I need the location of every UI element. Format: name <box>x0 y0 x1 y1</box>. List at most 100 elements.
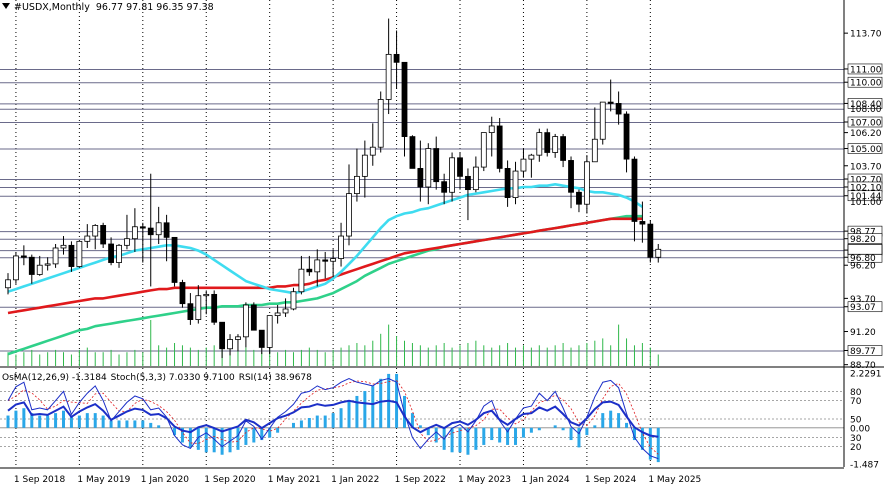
candle-bear <box>68 244 75 267</box>
candle-bull <box>472 166 479 191</box>
candle-bear <box>306 268 313 273</box>
x-tick-label: 1 Sep 2020 <box>204 475 256 485</box>
candle-bear <box>441 181 448 193</box>
candle-bull <box>536 132 543 156</box>
oscillator-scale-label: 30 <box>850 434 862 444</box>
candle-bear <box>544 132 551 153</box>
price-tick-label: 106.20 <box>850 129 882 139</box>
current-price-marker <box>847 243 883 255</box>
candle-bull <box>480 132 487 168</box>
candle-bull <box>599 101 606 140</box>
candle-bear <box>28 256 35 275</box>
indicator-header: OsMA(12,26,9) -1.3184 Stoch(5,3,3) 7.0330… <box>2 373 316 383</box>
candle-bear <box>393 53 400 63</box>
candle-bear <box>147 227 154 236</box>
candle-bull <box>84 235 91 242</box>
price-tick-label: 98.20 <box>850 235 876 245</box>
candle-bear <box>568 160 574 193</box>
candle-bull <box>282 308 289 314</box>
price-tick-label: 98.77 <box>850 228 876 238</box>
oscillator-scale-label: 50 <box>850 416 862 426</box>
candle-bear <box>409 136 416 169</box>
grid-layer <box>15 0 651 467</box>
x-tick-label: 1 May 2023 <box>458 475 511 485</box>
candle-bull <box>124 238 130 246</box>
candle-bear <box>615 103 622 115</box>
candle-bull <box>44 263 51 266</box>
price-tick-label: 108.40 <box>850 100 882 110</box>
candle-bear <box>258 329 265 348</box>
candle-bear <box>576 191 582 205</box>
candle-bull <box>242 304 249 338</box>
x-tick-label: 1 May 2025 <box>648 475 701 485</box>
candle-bull <box>227 339 233 350</box>
price-tick-label: 101.00 <box>850 198 882 208</box>
price-tick-label: 93.70 <box>850 295 876 305</box>
candle-bear <box>647 223 654 258</box>
price-tick-label: 113.70 <box>850 30 882 40</box>
candle-bull <box>354 175 360 195</box>
price-tick-label: 108.00 <box>850 105 882 115</box>
candle-bull <box>195 295 202 320</box>
price-tick-label: 96.20 <box>850 262 876 272</box>
candle-bear <box>250 304 257 331</box>
price-tick-label: 93.07 <box>850 303 876 313</box>
ma-slow-line <box>7 217 643 315</box>
price-tick-label: 111.00 <box>850 65 882 75</box>
candle-bear <box>623 113 630 160</box>
candle-bear <box>108 243 114 263</box>
symbol-label: #USDX,Monthly <box>14 2 90 13</box>
candle-bull <box>655 248 662 258</box>
oscillator-pane <box>0 373 844 463</box>
candle-bear <box>504 168 511 198</box>
candle-bull <box>5 279 11 289</box>
price-level-box <box>847 190 883 202</box>
oscillator-scale-label: 20 <box>850 443 862 453</box>
candle-bull <box>528 154 535 160</box>
candle-bull <box>385 53 392 100</box>
x-tick-label: 1 May 2019 <box>77 475 130 485</box>
candle-bear <box>100 225 107 245</box>
candle-bull <box>203 293 210 297</box>
x-tick-label: 1 Sep 2018 <box>14 475 66 485</box>
candle-bear <box>401 61 408 137</box>
candle-bull <box>60 244 67 249</box>
candle-bear <box>433 148 440 183</box>
x-tick-label: 1 Jan 2024 <box>521 475 569 485</box>
volume-bars <box>7 320 659 366</box>
candle-bull <box>131 226 138 240</box>
candle-bull <box>52 247 59 265</box>
price-tick-label: 110.00 <box>850 79 882 89</box>
price-tick-label: 105.00 <box>850 145 882 155</box>
rsi-label: RSI(14) 38.9678 <box>238 373 312 383</box>
candle-bull <box>591 138 598 163</box>
candle-bull <box>346 193 352 237</box>
price-level-box <box>847 301 883 313</box>
candle-bear <box>639 221 646 225</box>
candle-bull <box>377 99 384 148</box>
stoch-label: Stoch(5,3,3) 7.0330 9.7100 <box>110 373 235 383</box>
candle-bull <box>330 258 337 262</box>
candle-bull <box>314 259 321 273</box>
chart-header: #USDX,Monthly 96.77 97.81 96.35 97.38 <box>2 2 214 13</box>
price-tick-label: 102.10 <box>850 183 882 193</box>
x-tick-label: 1 Jan 2022 <box>331 475 379 485</box>
candle-bear <box>465 175 471 191</box>
collapse-triangle-icon[interactable] <box>2 3 10 9</box>
candle-bull <box>290 291 297 310</box>
candle-bull <box>583 161 590 205</box>
candle-bull <box>298 268 305 293</box>
price-level-box <box>847 98 883 109</box>
candle-bull <box>369 146 376 156</box>
candle-bear <box>187 303 194 320</box>
rsi-line <box>7 399 659 438</box>
x-tick-label: 1 Jan 2020 <box>141 475 189 485</box>
price-tick-label: 107.00 <box>850 119 882 129</box>
candle-bull <box>552 136 559 153</box>
stoch-signal-line <box>7 379 659 455</box>
price-tick-label: 101.44 <box>850 192 882 202</box>
candle-bear <box>631 158 638 222</box>
